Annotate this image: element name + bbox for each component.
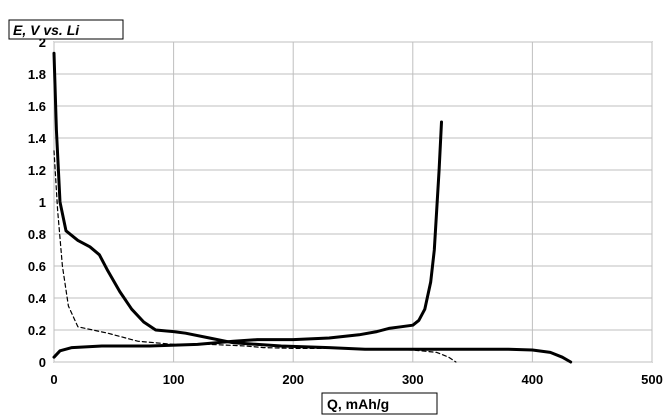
- x-tick-label: 500: [641, 372, 663, 387]
- y-tick-label: 2: [39, 35, 46, 50]
- x-axis-title-box: Q, mAh/g: [321, 392, 438, 415]
- series-group: [52, 51, 573, 364]
- y-axis-title-box: E, V vs. Li: [8, 19, 124, 40]
- series-line-1: [52, 51, 573, 364]
- series-line-3: [53, 150, 457, 363]
- x-tick-label: 400: [522, 372, 544, 387]
- series-line-2: [52, 120, 443, 359]
- y-tick-label: 1.2: [28, 163, 46, 178]
- x-tick-labels: 0 100 200 300 400 500: [50, 372, 662, 387]
- y-tick-label: 1.8: [28, 67, 46, 82]
- y-tick-label: 0.8: [28, 227, 46, 242]
- x-tick-label: 0: [50, 372, 57, 387]
- y-tick-label: 1.6: [28, 99, 46, 114]
- y-axis-title: E, V vs. Li: [13, 22, 80, 38]
- y-tick-label: 0: [39, 355, 46, 370]
- x-axis-title: Q, mAh/g: [327, 396, 389, 412]
- x-tick-label: 300: [402, 372, 424, 387]
- y-tick-label: 1.4: [28, 131, 47, 146]
- y-tick-label: 1: [39, 195, 46, 210]
- y-tick-label: 0.6: [28, 259, 46, 274]
- y-tick-labels: 0 0.2 0.4 0.6 0.8 1 1.2 1.4 1.6 1.8 2: [28, 35, 47, 370]
- y-tick-label: 0.4: [28, 291, 47, 306]
- y-tick-label: 0.2: [28, 323, 46, 338]
- x-tick-label: 200: [282, 372, 304, 387]
- x-tick-label: 100: [163, 372, 185, 387]
